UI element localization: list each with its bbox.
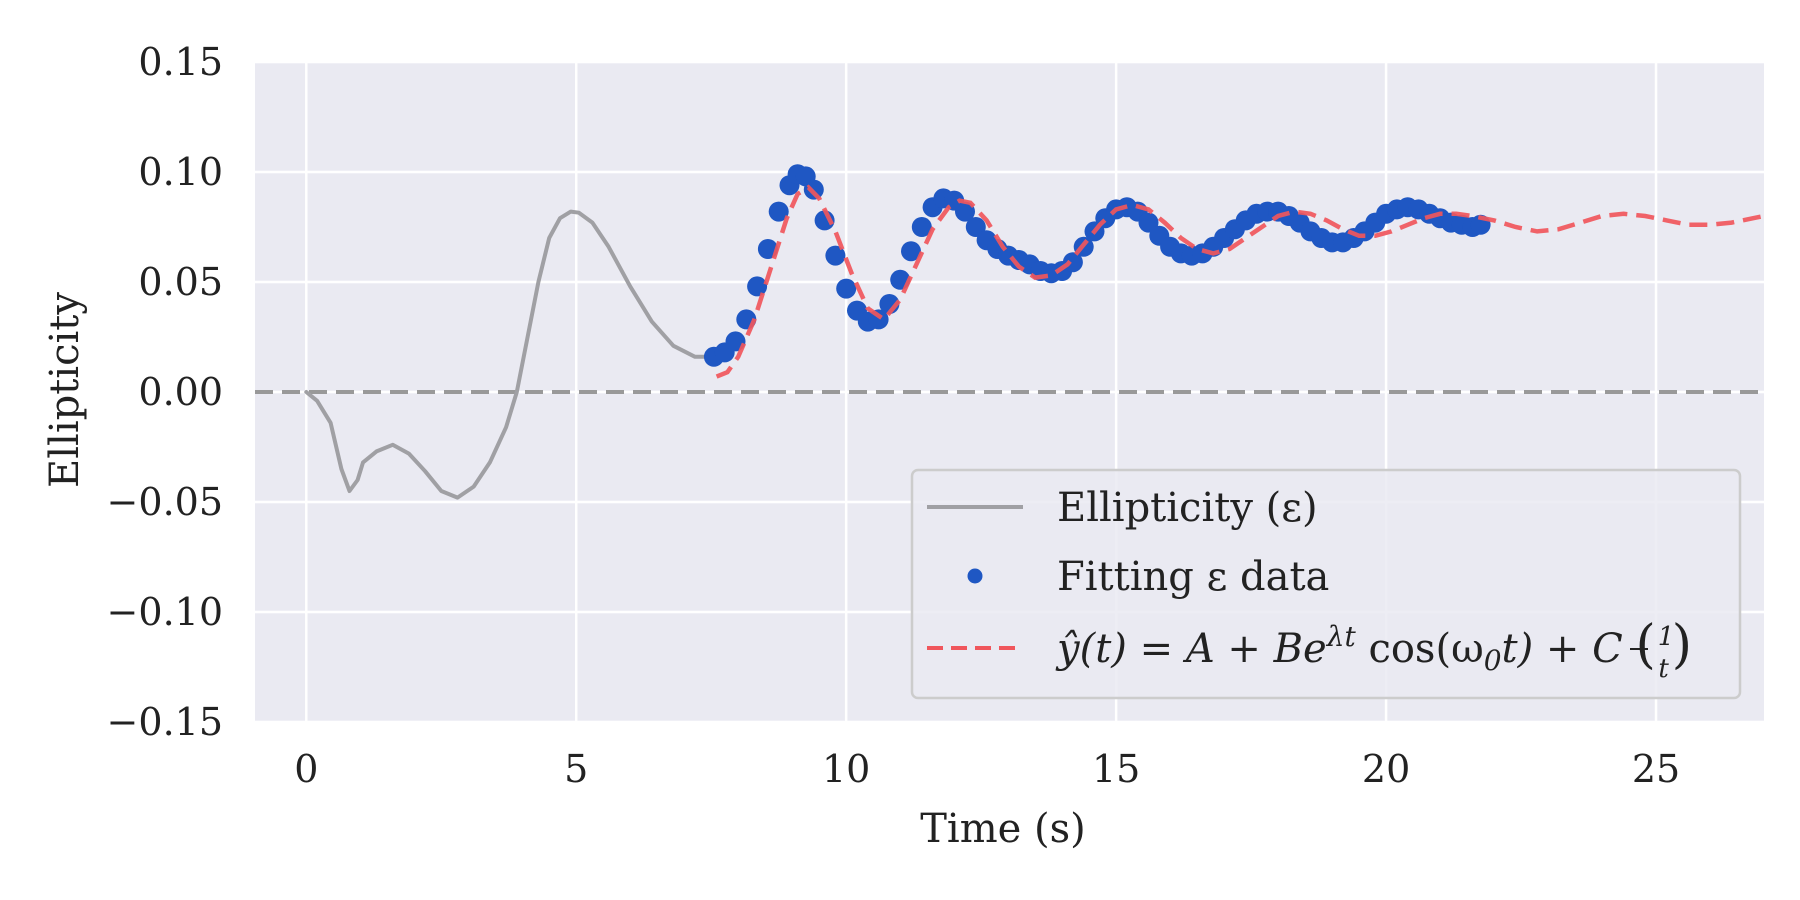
y-tick-label: 0.15 xyxy=(138,40,223,84)
x-axis-label: Time (s) xyxy=(920,806,1086,852)
fitting-data-point xyxy=(911,217,932,237)
fitting-data-point xyxy=(768,201,789,222)
fitting-data-point xyxy=(747,276,768,297)
x-tick-labels: 0 5 10 15 20 25 xyxy=(294,747,1680,791)
y-axis-label: Ellipticity xyxy=(42,292,88,488)
y-tick-label: 0.05 xyxy=(138,260,223,304)
fitting-data-point xyxy=(965,217,986,237)
x-tick-label: 5 xyxy=(564,747,588,791)
y-tick-label: −0.05 xyxy=(107,480,223,524)
legend-label-fitting-data: Fitting ε data xyxy=(1057,554,1329,600)
fitting-data-point xyxy=(1138,212,1159,233)
fitting-data-point xyxy=(836,278,857,299)
fitting-data-point xyxy=(955,201,975,222)
legend-box xyxy=(910,468,1742,700)
x-tick-label: 20 xyxy=(1362,747,1410,791)
legend-marker-fitting-data xyxy=(967,568,983,584)
fitting-data-point xyxy=(1062,252,1083,273)
x-tick-label: 15 xyxy=(1092,747,1140,791)
legend: Ellipticity (ε) Fitting ε data ŷ(t) = A … xyxy=(910,468,1742,700)
legend-label-fit: ŷ(t) = A + Beλt cos(ω0t) + C (1 t) xyxy=(1055,615,1692,684)
y-tick-label: −0.15 xyxy=(107,700,223,744)
series-fitting-data xyxy=(703,164,1491,367)
fitting-data-point xyxy=(757,239,778,259)
x-tick-label: 25 xyxy=(1632,747,1680,791)
fitting-data-point xyxy=(901,241,921,262)
fitting-data-point xyxy=(803,179,824,200)
y-tick-label: 0.00 xyxy=(138,370,223,414)
x-tick-label: 0 xyxy=(294,747,318,791)
y-tick-labels: −0.15 −0.10 −0.05 0.00 0.05 0.10 0.15 xyxy=(107,40,223,744)
legend-label-ellipticity: Ellipticity (ε) xyxy=(1057,485,1318,531)
y-tick-label: 0.10 xyxy=(138,150,223,194)
fitting-data-point xyxy=(825,245,846,266)
series-ellipticity-line xyxy=(304,209,716,500)
series-fit-curve xyxy=(715,184,1765,379)
series-layer xyxy=(304,164,1765,500)
y-tick-label: −0.10 xyxy=(107,590,223,634)
x-tick-label: 10 xyxy=(822,747,870,791)
